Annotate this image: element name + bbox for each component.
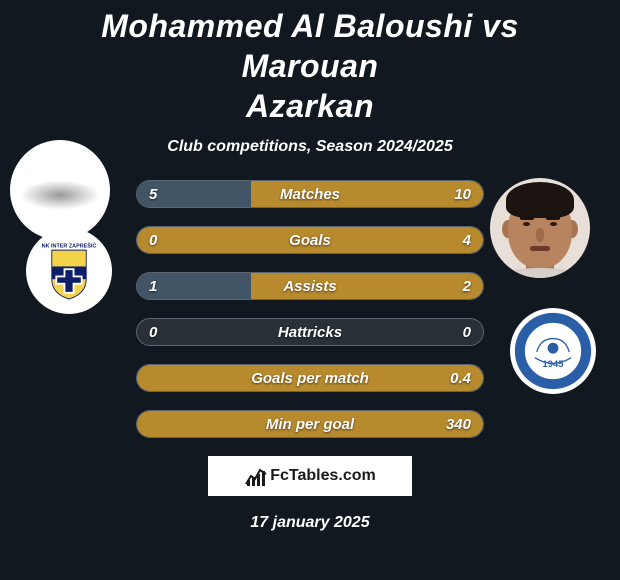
stat-value-left: 0 xyxy=(149,319,157,345)
stat-label: Hattricks xyxy=(137,319,483,345)
stat-value-right: 2 xyxy=(463,273,471,299)
stat-row: Hattricks0 0 xyxy=(136,318,484,346)
player-right-avatar xyxy=(490,178,590,278)
stats-container: Matches510Goals04Assists12Hattricks00Goa… xyxy=(136,180,484,438)
chart-icon xyxy=(244,464,268,488)
stat-label: Assists xyxy=(137,273,483,299)
svg-text:1945: 1945 xyxy=(542,359,564,370)
player-left-avatar xyxy=(10,140,110,240)
stat-label: Goals xyxy=(137,227,483,253)
stat-value-left: 0 xyxy=(149,227,157,253)
club-left-badge: NK INTER ZAPREŠIĆ xyxy=(26,228,112,314)
stat-label: Goals per match xyxy=(137,365,483,391)
stat-row: Matches5 10 xyxy=(136,180,484,208)
stat-label: Min per goal xyxy=(137,411,483,437)
svg-text:AL-NASR: AL-NASR xyxy=(538,326,568,333)
footer-brand-box: FcTables.com xyxy=(208,456,412,496)
stat-value-right: 0.4 xyxy=(450,365,471,391)
stat-row: Goals0 4 xyxy=(136,226,484,254)
stat-row: Assists1 2 xyxy=(136,272,484,300)
page-title: Mohammed Al Baloushi vs Marouan Azarkan xyxy=(0,0,620,130)
stat-value-right: 10 xyxy=(454,181,471,207)
stat-value-right: 0 xyxy=(463,319,471,345)
title-line-2: Azarkan xyxy=(246,88,374,124)
stat-row: Goals per match0.4 xyxy=(136,364,484,392)
stat-value-left: 1 xyxy=(149,273,157,299)
title-line-1: Mohammed Al Baloushi vs Marouan xyxy=(101,8,519,84)
footer-date: 17 january 2025 xyxy=(0,514,620,532)
stat-value-right: 4 xyxy=(463,227,471,253)
stat-label: Matches xyxy=(137,181,483,207)
stat-value-right: 340 xyxy=(446,411,471,437)
club-right-badge: AL-NASR 1945 xyxy=(510,308,596,394)
stat-value-left: 5 xyxy=(149,181,157,207)
footer-brand-text: FcTables.com xyxy=(270,467,376,485)
svg-text:NK INTER ZAPREŠIĆ: NK INTER ZAPREŠIĆ xyxy=(42,241,97,249)
stat-row: Min per goal340 xyxy=(136,410,484,438)
